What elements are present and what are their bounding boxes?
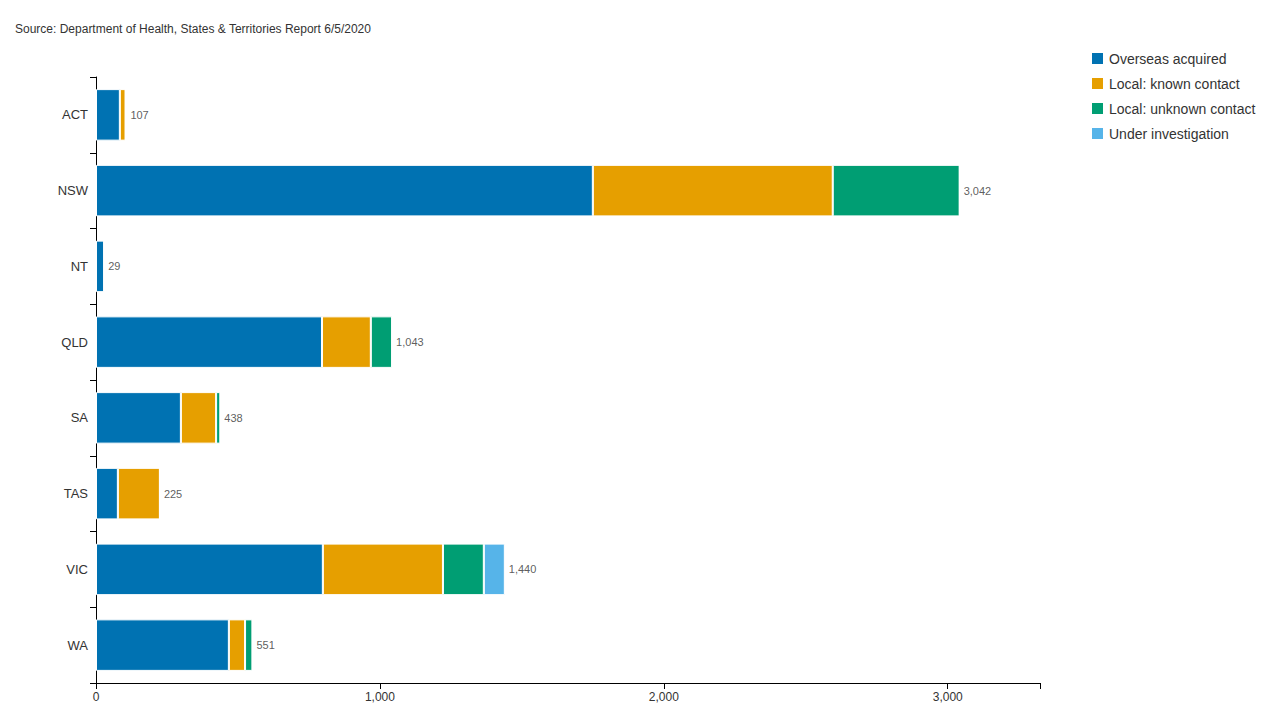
- svg-text:1,440: 1,440: [509, 563, 537, 575]
- svg-text:438: 438: [224, 412, 242, 424]
- svg-text:Local: unknown contact: Local: unknown contact: [1109, 101, 1255, 117]
- svg-text:Source: Department of Health,: Source: Department of Health, States & T…: [15, 22, 371, 36]
- svg-text:551: 551: [256, 639, 274, 651]
- svg-text:SA: SA: [71, 410, 89, 425]
- svg-text:29: 29: [108, 260, 120, 272]
- svg-text:Overseas acquired: Overseas acquired: [1109, 51, 1227, 67]
- svg-text:225: 225: [164, 488, 182, 500]
- svg-text:NSW: NSW: [58, 183, 89, 198]
- svg-text:1,000: 1,000: [365, 690, 395, 704]
- svg-text:3,000: 3,000: [933, 690, 963, 704]
- svg-text:Under investigation: Under investigation: [1109, 126, 1229, 142]
- svg-text:Local: known contact: Local: known contact: [1109, 76, 1240, 92]
- svg-text:107: 107: [130, 109, 148, 121]
- svg-text:VIC: VIC: [66, 562, 88, 577]
- svg-text:QLD: QLD: [61, 335, 88, 350]
- svg-text:NT: NT: [71, 259, 88, 274]
- svg-text:WA: WA: [68, 638, 89, 653]
- svg-text:1,043: 1,043: [396, 336, 424, 348]
- svg-text:2,000: 2,000: [649, 690, 679, 704]
- svg-text:3,042: 3,042: [964, 185, 992, 197]
- svg-text:ACT: ACT: [62, 107, 88, 122]
- svg-text:TAS: TAS: [64, 486, 89, 501]
- svg-text:0: 0: [93, 690, 100, 704]
